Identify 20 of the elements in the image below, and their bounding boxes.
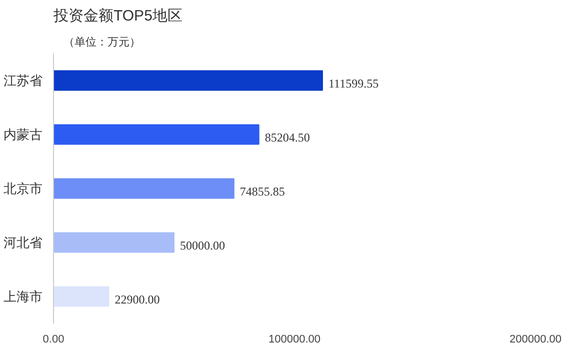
bar — [54, 178, 234, 199]
y-tick-label: 河北省 — [4, 235, 42, 250]
data-label: 22900.00 — [114, 292, 160, 306]
data-label: 85204.50 — [264, 130, 310, 144]
x-tick-label: 200000.00 — [510, 334, 562, 346]
chart-subtitle: （单位：万元） — [64, 36, 140, 48]
y-tick-label: 上海市 — [4, 289, 42, 304]
data-label: 50000.00 — [180, 238, 225, 252]
x-tick-label: 0.00 — [42, 334, 64, 346]
bar — [54, 124, 260, 145]
data-label: 111599.55 — [328, 76, 379, 90]
y-tick-label: 内蒙古 — [4, 127, 42, 142]
x-tick-label: 100000.00 — [268, 334, 320, 346]
bar — [54, 232, 174, 253]
bar — [54, 70, 323, 91]
bar — [54, 286, 110, 307]
data-label: 74855.85 — [240, 184, 285, 198]
y-tick-label: 江苏省 — [4, 73, 42, 88]
chart-title: 投资金额TOP5地区 — [52, 8, 182, 24]
y-tick-label: 北京市 — [4, 181, 42, 196]
